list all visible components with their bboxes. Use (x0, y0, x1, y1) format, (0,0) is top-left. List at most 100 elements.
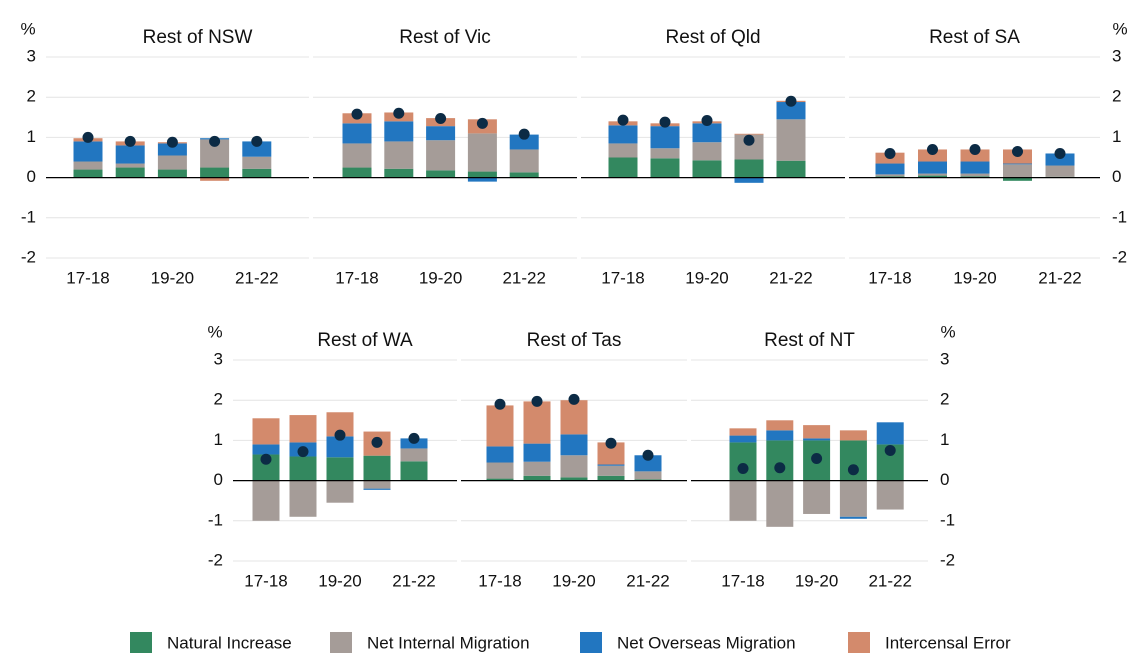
total-marker (82, 131, 94, 143)
panel-title: Rest of WA (317, 330, 413, 351)
bar-segment (1003, 177, 1032, 181)
bar-segment (342, 123, 372, 144)
bar-segment (509, 134, 539, 150)
bar-segment (560, 434, 588, 456)
total-marker (743, 134, 755, 146)
x-tick-label: 17-18 (721, 571, 764, 590)
x-tick-label: 19-20 (419, 268, 462, 287)
bar-segment (803, 438, 831, 441)
bar-segment (766, 440, 794, 481)
total-marker (642, 449, 654, 461)
legend-swatch (848, 632, 870, 653)
y-tick-label: 3 (27, 46, 36, 65)
total-marker (251, 135, 263, 147)
bar-segment (486, 462, 514, 479)
y-tick-label: 0 (214, 470, 223, 489)
panel-title: Rest of NSW (143, 27, 253, 48)
total-marker (476, 117, 488, 129)
total-marker (260, 453, 272, 465)
legend-label: Net Overseas Migration (617, 633, 796, 652)
bar-segment (200, 167, 230, 178)
bar-segment (650, 126, 680, 149)
legend-swatch (580, 632, 602, 653)
total-marker (927, 143, 938, 155)
bar-segment (426, 140, 456, 171)
y-tick-label: -2 (21, 247, 36, 266)
bar-segment (157, 143, 187, 156)
bar-segment (486, 405, 514, 447)
total-marker (435, 113, 447, 125)
total-marker (1054, 147, 1066, 159)
x-tick-label: 21-22 (235, 268, 278, 287)
y-tick-label: -2 (208, 550, 223, 569)
bar-segment (803, 425, 831, 439)
bar-segment (289, 480, 317, 517)
total-marker (518, 128, 530, 140)
bar-segment (363, 488, 391, 490)
y2-tick-label: 0 (940, 470, 949, 489)
bar-segment (918, 175, 947, 178)
total-marker (371, 436, 383, 448)
bar-segment (1045, 153, 1075, 166)
total-marker (408, 432, 420, 444)
total-marker (811, 452, 823, 464)
x-tick-label: 17-18 (478, 571, 521, 590)
total-marker (531, 395, 543, 407)
y-tick-label: 1 (27, 127, 36, 146)
x-tick-label: 19-20 (552, 571, 595, 590)
bar-segment (242, 168, 272, 178)
bar-segment (523, 475, 551, 481)
x-tick-label: 21-22 (1038, 268, 1081, 287)
bar-segment (692, 160, 722, 178)
bar-segment (776, 102, 806, 120)
x-tick-label: 19-20 (795, 571, 838, 590)
total-marker (494, 398, 506, 410)
total-marker (568, 393, 580, 405)
y2-tick-label: 3 (1112, 46, 1121, 65)
total-marker (617, 114, 629, 126)
y2-tick-label: 2 (940, 390, 949, 409)
bar-segment (876, 422, 904, 445)
y2-tick-label: -1 (940, 510, 955, 529)
y-tick-label: 2 (27, 87, 36, 106)
total-marker (124, 135, 136, 147)
bar-segment (776, 160, 806, 178)
bar-segment (73, 141, 103, 162)
bar-segment (766, 420, 794, 431)
x-tick-label: 17-18 (335, 268, 378, 287)
bar-segment (523, 401, 551, 444)
bar-segment (326, 457, 354, 481)
total-marker (774, 462, 786, 474)
bar-segment (608, 157, 638, 178)
bar-segment (960, 176, 990, 178)
panel-title: Rest of Vic (399, 27, 491, 48)
bar-segment (960, 173, 990, 177)
legend-swatch (330, 632, 352, 653)
total-marker (166, 136, 178, 148)
total-marker (737, 463, 749, 475)
bar-segment (115, 167, 145, 178)
bar-segment (839, 430, 867, 441)
bar-segment (467, 133, 497, 172)
y-tick-label: -1 (21, 207, 36, 226)
bar-segment (157, 169, 187, 178)
bar-segment (729, 480, 757, 521)
bar-segment (650, 158, 680, 178)
y2-tick-label: 2 (1112, 87, 1121, 106)
total-marker (659, 116, 671, 128)
bar-segment (242, 141, 272, 157)
bar-segment (509, 172, 539, 178)
y2-tick-label: 3 (940, 349, 949, 368)
total-marker (605, 437, 617, 449)
bar-segment (560, 477, 588, 481)
total-marker (701, 115, 713, 127)
bar-segment (1045, 165, 1075, 177)
legend-label: Intercensal Error (885, 633, 1011, 652)
total-marker (351, 108, 363, 120)
bar-segment (803, 480, 831, 514)
x-tick-label: 17-18 (868, 268, 911, 287)
bar-segment (115, 145, 145, 164)
bar-segment (252, 480, 280, 521)
x-tick-label: 17-18 (66, 268, 109, 287)
